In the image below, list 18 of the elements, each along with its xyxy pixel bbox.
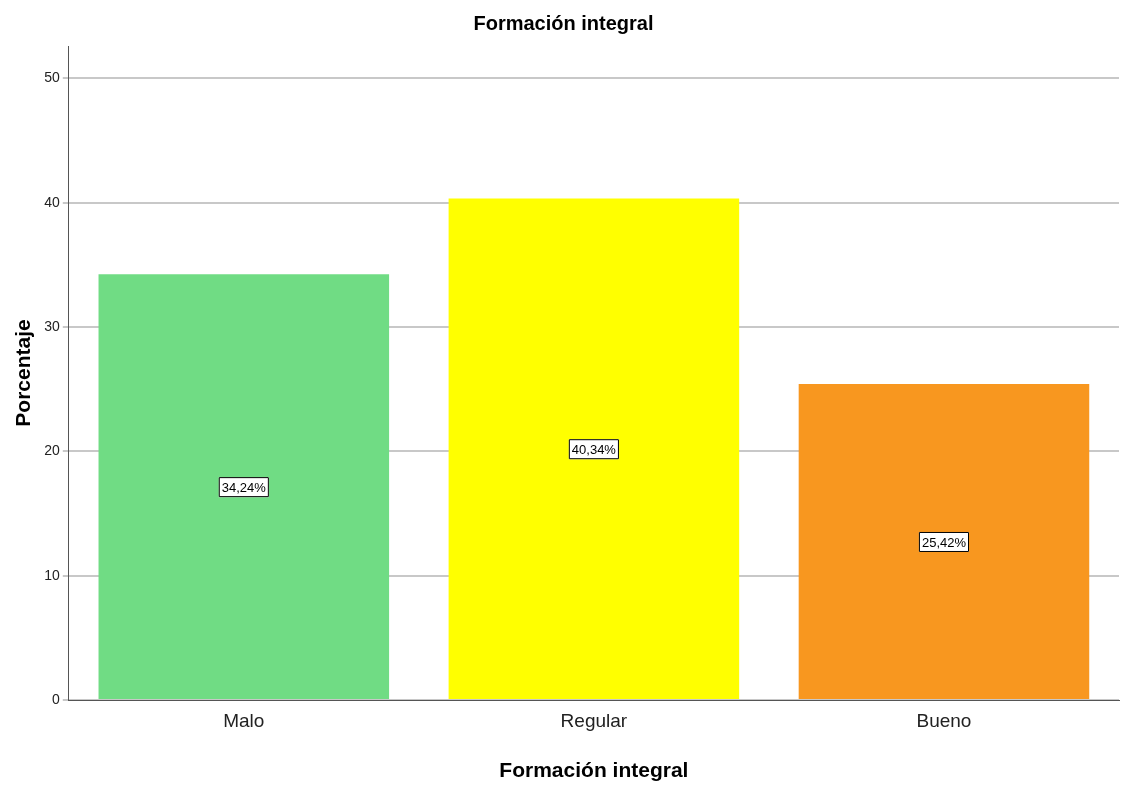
x-tick-label: Malo <box>223 709 265 731</box>
bar <box>98 274 390 699</box>
bar <box>448 198 740 699</box>
y-tick-label: 0 <box>51 690 60 707</box>
y-tick-label: 20 <box>44 442 60 459</box>
bar <box>798 383 1090 699</box>
data-label: 40,34% <box>571 441 617 457</box>
x-tick-label: Regular <box>560 709 628 731</box>
x-axis-title: Formación integral <box>499 758 689 782</box>
y-axis-title: Porcentaje <box>11 319 35 427</box>
y-tick-label: 30 <box>44 317 60 334</box>
y-tick-label: 10 <box>44 566 60 583</box>
chart-title: Formación integral <box>473 11 654 34</box>
x-tick-label: Bueno <box>916 709 972 731</box>
data-label: 34,24% <box>221 479 267 495</box>
y-tick-label: 50 <box>44 69 60 86</box>
y-tick-label: 40 <box>44 193 60 210</box>
data-label: 25,42% <box>921 534 967 550</box>
